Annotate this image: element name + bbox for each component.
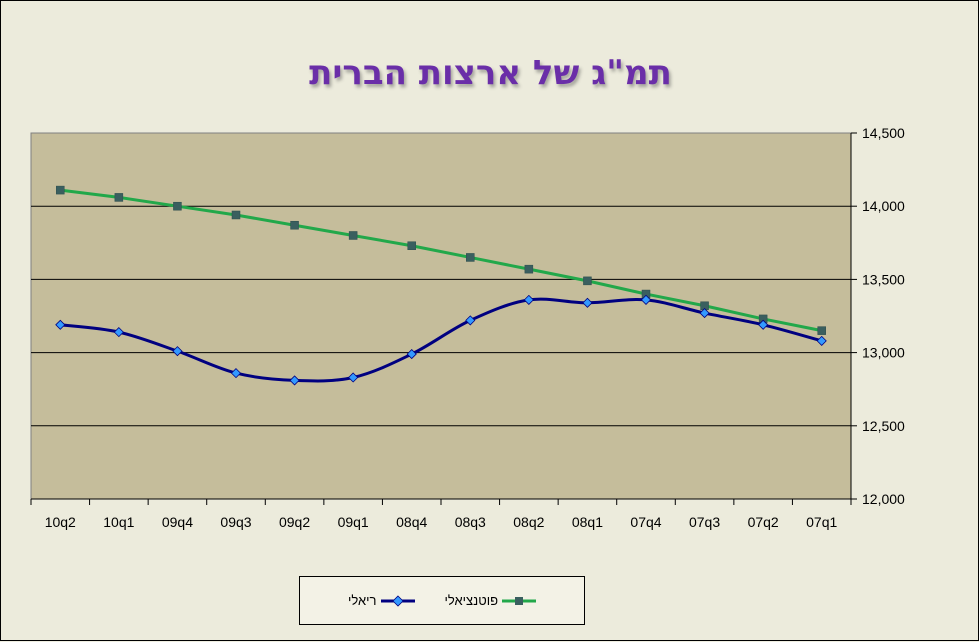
chart-title: תמ"ג של ארצות הברית [309,53,672,93]
point-real [406,348,417,360]
point-real [582,297,593,308]
x-tick-label: 09q4 [162,514,193,530]
point-potential [524,264,534,274]
x-tick-label: 08q1 [572,514,603,530]
x-tick-label: 07q3 [689,514,720,530]
y-tick-label: 13,000 [862,345,905,361]
legend-swatch-potential [502,596,536,605]
point-potential [56,185,65,195]
point-real [523,294,534,305]
point-real [113,327,124,338]
plot-area [30,132,852,500]
point-potential [348,231,358,240]
point-real [348,372,359,383]
point-real [699,308,710,319]
point-real [289,375,300,386]
x-tick-label: 08q2 [513,514,544,530]
point-potential [231,210,241,220]
x-tick-label: 07q4 [630,514,661,530]
legend-label-potential: פוטנציאלי [444,593,498,608]
x-tick-label: 09q3 [220,514,251,530]
x-tick-label: 08q3 [455,514,486,530]
x-tick-label: 10q1 [103,514,134,530]
x-tick-label: 09q2 [279,514,310,530]
legend-label-real: ריאלי [348,593,377,608]
point-potential [173,201,182,211]
x-axis: 10q2 10q1 09q4 09q3 09q2 09q1 08q4 08q3 08q2 08q1… [30,498,852,530]
point-real [172,346,183,357]
point-potential [466,253,475,262]
point-potential [583,276,592,286]
point-potential [407,241,416,250]
y-tick-label: 14,000 [862,198,905,214]
y-axis: 12,000 12,500 13,000 13,500 14,000 14,500 [850,125,905,507]
point-real [640,294,652,305]
point-potential [290,220,299,230]
series-lines [55,185,827,386]
legend: פוטנציאלי ריאלי [299,576,585,625]
point-potential [114,193,124,202]
x-tick-label: 07q2 [748,514,779,530]
y-tick-label: 14,500 [862,125,905,141]
point-potential [817,326,826,335]
x-tick-label: 08q4 [396,514,427,530]
point-real [465,315,476,326]
y-tick-label: 13,500 [862,271,905,287]
point-real [758,319,769,330]
legend-item-potential: פוטנציאלי [445,593,536,608]
point-real [55,319,66,330]
x-tick-label: 09q1 [338,514,369,530]
x-tick-label: 10q2 [45,514,76,530]
x-tick-label: 07q1 [806,514,837,530]
legend-swatch-real [380,594,415,607]
y-tick-label: 12,000 [862,491,905,507]
y-tick-label: 12,500 [862,418,905,434]
series-line-real [60,297,823,383]
legend-item-real: ריאלי [348,593,415,608]
series-line-potential [60,188,823,333]
point-real [230,368,242,379]
point-real [816,335,827,346]
